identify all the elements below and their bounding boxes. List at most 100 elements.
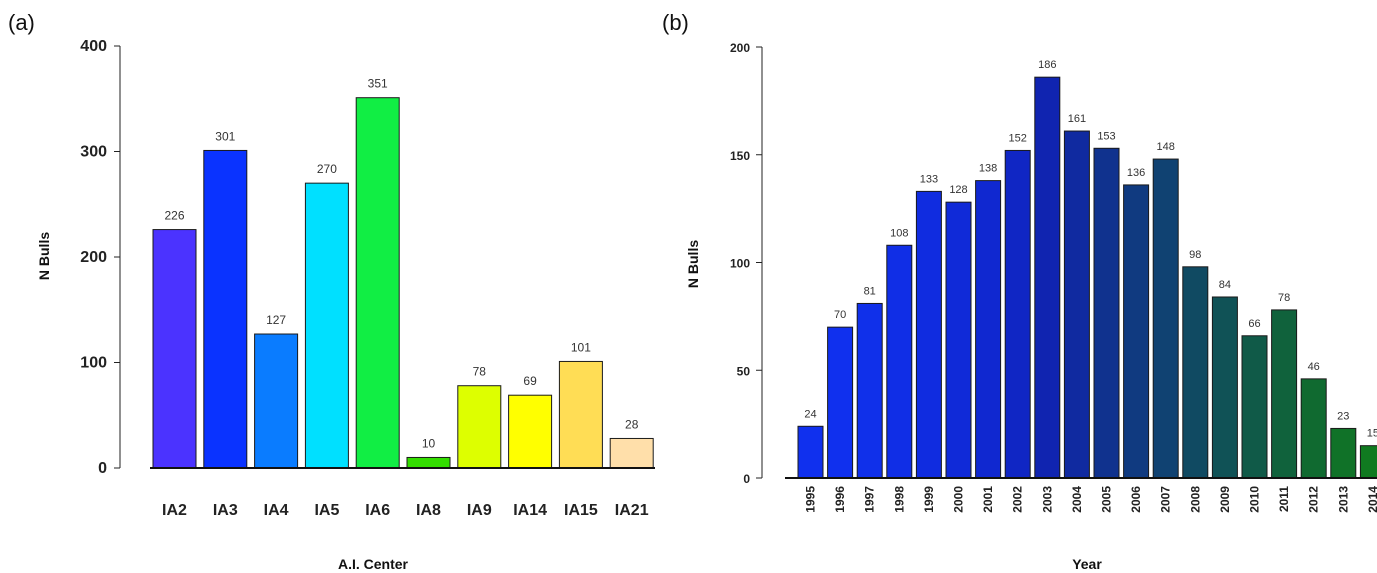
chart-a-bar <box>457 385 502 469</box>
chart-b-bar <box>827 326 854 479</box>
chart-b-y-tick-label: 50 <box>737 364 751 378</box>
chart-b-data-label: 153 <box>1097 130 1115 142</box>
chart-b-data-label: 108 <box>890 227 908 239</box>
chart-b-bar <box>1004 149 1031 479</box>
chart-a-category-label: IA3 <box>213 502 238 519</box>
chart-b-category-label: 2003 <box>1040 486 1054 513</box>
chart-b-data-label: 84 <box>1219 279 1231 291</box>
chart-b-data-label: 15 <box>1367 428 1377 440</box>
chart-b-bar <box>1182 266 1209 479</box>
chart-a-y-tick-label: 0 <box>98 460 107 477</box>
chart-b-y-tick-label: 0 <box>743 472 750 486</box>
chart-b-category-label: 2006 <box>1129 486 1143 513</box>
chart-b-bar <box>1123 184 1150 479</box>
chart-b-data-label: 98 <box>1189 249 1201 261</box>
chart-b-data-label: 161 <box>1068 113 1086 125</box>
chart-b-bar <box>915 190 942 479</box>
chart-a-bar <box>254 333 299 469</box>
chart-b-data-label: 136 <box>1127 167 1145 179</box>
chart-a-data-label: 351 <box>368 77 388 91</box>
chart-a-y-tick-label: 100 <box>80 355 107 372</box>
chart-b-data-label: 81 <box>864 285 876 297</box>
chart-a-bar <box>609 437 654 469</box>
chart-b-category-label: 1995 <box>804 486 818 513</box>
chart-b-xlabel: Year <box>1072 556 1102 572</box>
chart-a-y-tick-label: 400 <box>80 38 107 55</box>
chart-b-ylabel: N Bulls <box>685 240 701 288</box>
chart-b-category-label: 2010 <box>1248 486 1262 513</box>
chart-a-y-tick-label: 300 <box>80 144 107 161</box>
chart-a-bar <box>508 394 553 469</box>
chart-a-data-label: 28 <box>625 417 639 431</box>
chart-b-bar <box>1359 445 1377 479</box>
chart-b-category-label: 2001 <box>981 486 995 513</box>
chart-b-bar <box>945 201 972 479</box>
chart-a-category-label: IA14 <box>513 502 547 519</box>
chart-b-category-label: 1997 <box>863 486 877 513</box>
chart-b-category-label: 2004 <box>1070 486 1084 513</box>
chart-a-category-label: IA6 <box>365 502 390 519</box>
chart-b-year: Year N Bulls 0 50 100 150 200 24 1995 70 1996 81 1… <box>685 41 1377 572</box>
chart-b-category-label: 1998 <box>892 486 906 513</box>
chart-b-category-label: 2007 <box>1159 486 1173 513</box>
chart-b-data-label: 23 <box>1337 410 1349 422</box>
chart-a-category-label: IA4 <box>264 502 289 519</box>
chart-b-data-label: 186 <box>1038 59 1056 71</box>
chart-a-category-label: IA9 <box>467 502 492 519</box>
chart-b-data-label: 78 <box>1278 292 1290 304</box>
chart-b-category-label: 2009 <box>1218 486 1232 513</box>
chart-a-ai-center: A.I. Center N Bulls 0 100 200 300 400 226 IA2 3… <box>36 38 655 572</box>
chart-b-data-label: 138 <box>979 163 997 175</box>
chart-b-y-tick-label: 100 <box>730 257 750 271</box>
chart-b-data-label: 133 <box>920 173 938 185</box>
chart-b-category-label: 2011 <box>1277 486 1291 512</box>
chart-b-category-label: 2002 <box>1011 486 1025 513</box>
chart-a-ylabel: N Bulls <box>36 232 52 280</box>
chart-b-y-tick-label: 200 <box>730 41 750 55</box>
chart-a-category-label: IA2 <box>162 502 187 519</box>
chart-a-bar <box>304 182 349 469</box>
panel-label-a: (a) <box>8 10 35 35</box>
chart-a-bar <box>558 360 603 469</box>
chart-b-y-tick-label: 150 <box>730 149 750 163</box>
chart-b-data-label: 66 <box>1248 318 1260 330</box>
chart-b-data-label: 128 <box>949 184 967 196</box>
chart-b-category-label: 2008 <box>1188 486 1202 513</box>
chart-a-data-label: 69 <box>523 374 537 388</box>
chart-b-category-label: 2005 <box>1100 486 1114 513</box>
panel-label-b: (b) <box>662 10 689 35</box>
chart-a-data-label: 270 <box>317 162 337 176</box>
chart-b-bar <box>1271 309 1298 479</box>
chart-b-bar <box>797 425 824 479</box>
chart-b-category-label: 2014 <box>1366 486 1377 513</box>
chart-b-bar <box>1093 147 1120 479</box>
chart-a-category-label: IA21 <box>615 502 649 519</box>
chart-a-bar <box>203 149 248 469</box>
chart-b-category-label: 1996 <box>833 486 847 513</box>
chart-a-category-label: IA15 <box>564 502 598 519</box>
chart-b-data-label: 24 <box>804 408 816 420</box>
chart-b-bar <box>1152 158 1179 479</box>
chart-b-data-label: 152 <box>1009 132 1027 144</box>
chart-b-data-label: 148 <box>1157 141 1175 153</box>
chart-b-category-label: 1999 <box>922 486 936 513</box>
chart-a-bar <box>355 97 400 469</box>
chart-b-bar <box>1063 130 1090 479</box>
chart-b-bar <box>1300 378 1327 479</box>
chart-a-bar <box>406 456 451 469</box>
chart-b-bar <box>975 180 1002 479</box>
chart-b-bar <box>1241 335 1268 479</box>
chart-b-category-label: 2013 <box>1336 486 1350 513</box>
chart-b-bar <box>1211 296 1238 479</box>
chart-a-category-label: IA8 <box>416 502 441 519</box>
chart-a-category-label: IA5 <box>314 502 339 519</box>
chart-b-data-label: 46 <box>1308 361 1320 373</box>
chart-a-data-label: 127 <box>266 313 286 327</box>
chart-b-category-label: 2012 <box>1307 486 1321 513</box>
chart-b-bar <box>856 302 883 479</box>
chart-a-data-label: 101 <box>571 340 591 354</box>
chart-a-xlabel: A.I. Center <box>338 556 409 572</box>
chart-a-data-label: 10 <box>422 436 436 450</box>
chart-a-data-label: 226 <box>164 209 184 223</box>
